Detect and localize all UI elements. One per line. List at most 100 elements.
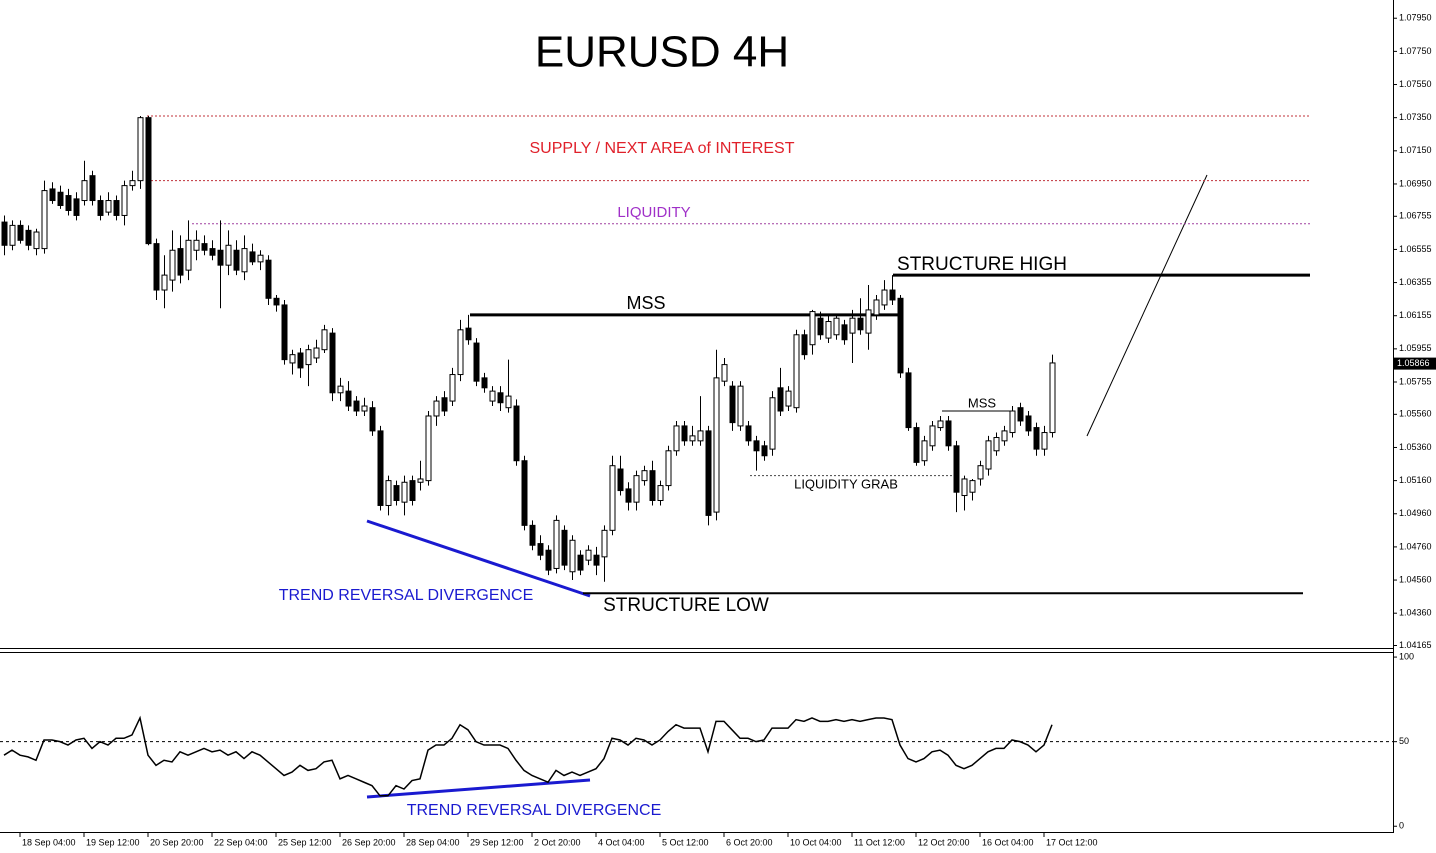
candle-body [9, 224, 16, 246]
candle-body [65, 195, 72, 211]
candle-body [721, 364, 728, 382]
candle-body [601, 529, 608, 558]
candle-body [233, 249, 240, 271]
candle-body [505, 395, 512, 409]
candle-body [345, 390, 352, 407]
annotation: LIQUIDITY GRAB [794, 476, 898, 491]
candle-body [33, 231, 40, 250]
y-tick-label: 1.04760 [1399, 541, 1432, 551]
current-price-label: 1.05866 [1397, 358, 1430, 368]
candle-body [713, 377, 720, 513]
candle-body [937, 420, 944, 429]
divergence-line [366, 778, 591, 799]
candle-body [753, 440, 760, 452]
annotation: STRUCTURE HIGH [897, 254, 1067, 275]
candle-body [673, 425, 680, 452]
chart-title: EURUSD 4H [535, 28, 789, 77]
x-tick-label: 29 Sep 12:00 [470, 837, 524, 847]
candle-body [73, 198, 80, 216]
candle-body [393, 485, 400, 502]
candle-body [553, 519, 560, 569]
candle-body [265, 259, 272, 299]
candle-body [545, 549, 552, 571]
candle-body [57, 191, 64, 207]
candle-body [777, 387, 784, 412]
y-tick-label: 1.07150 [1399, 145, 1432, 155]
y-tick-label: 1.05360 [1399, 442, 1432, 452]
candle-body [81, 180, 88, 202]
candle-body [881, 289, 888, 306]
divergence-line [366, 519, 591, 598]
candle-body [97, 200, 104, 216]
y-tick-label: 1.07350 [1399, 112, 1432, 122]
candle-body [649, 470, 656, 502]
candle-body [585, 549, 592, 561]
candle-body [121, 185, 128, 216]
candle-body [377, 430, 384, 506]
candle-body [1025, 415, 1032, 432]
candle-body [201, 243, 208, 251]
candle-body [705, 430, 712, 516]
x-tick-label: 4 Oct 04:00 [598, 837, 645, 847]
candle-body [193, 239, 200, 251]
y-tick-label: 1.06355 [1399, 277, 1432, 287]
y-tick-label: 50 [1399, 736, 1409, 746]
candle-body [1049, 362, 1056, 434]
candle-body [969, 480, 976, 493]
candle-body [257, 254, 264, 263]
x-tick-label: 17 Oct 12:00 [1046, 837, 1098, 847]
candle-body [633, 475, 640, 503]
candle-body [561, 529, 568, 566]
candle-body [41, 190, 48, 250]
candle-body [25, 229, 32, 246]
candle-body [1009, 410, 1016, 434]
candle-body [729, 385, 736, 424]
candle-body [89, 175, 96, 202]
annotation: MSS [626, 293, 665, 313]
candle-body [137, 117, 144, 182]
candle-body [441, 397, 448, 412]
candle-body [273, 297, 280, 306]
y-tick-label: 1.05955 [1399, 343, 1432, 353]
candle-body [289, 354, 296, 364]
candle-body [361, 405, 368, 412]
candle-body [1041, 432, 1048, 450]
candle-body [385, 480, 392, 506]
candle-body [129, 180, 136, 187]
current-price-box [1394, 357, 1436, 370]
candle-body [1001, 430, 1008, 442]
x-tick-label: 2 Oct 20:00 [534, 837, 581, 847]
y-tick-label: 0 [1399, 821, 1404, 831]
candle-body [513, 405, 520, 462]
y-tick-label: 1.06755 [1399, 211, 1432, 221]
candle-body [833, 317, 840, 336]
indicator-line [3, 715, 1053, 797]
candle-body [681, 425, 688, 442]
annotation: SUPPLY / NEXT AREA of INTEREST [530, 140, 795, 157]
annotation: LIQUIDITY [617, 204, 690, 221]
y-tick-label: 1.07750 [1399, 46, 1432, 56]
candle-body [321, 329, 328, 351]
candle-body [841, 324, 848, 341]
candle-body [809, 311, 816, 346]
candle-body [913, 427, 920, 463]
candle-body [145, 117, 152, 245]
candle-body [529, 524, 536, 546]
candle-body [209, 248, 216, 256]
candle-body [297, 352, 304, 369]
candle-body [609, 465, 616, 531]
candle-body [897, 297, 904, 374]
y-tick-label: 100 [1399, 651, 1414, 661]
candle-body [457, 329, 464, 376]
candle-body [849, 317, 856, 334]
y-tick-label: 1.05560 [1399, 409, 1432, 419]
candle-body [17, 224, 24, 241]
y-tick-label: 1.07550 [1399, 79, 1432, 89]
x-tick-label: 11 Oct 12:00 [854, 837, 905, 847]
candle-body [465, 327, 472, 341]
candle-body [737, 385, 744, 427]
y-tick-label: 1.06155 [1399, 310, 1432, 320]
candle-body [433, 400, 440, 417]
candle-body [569, 539, 576, 573]
